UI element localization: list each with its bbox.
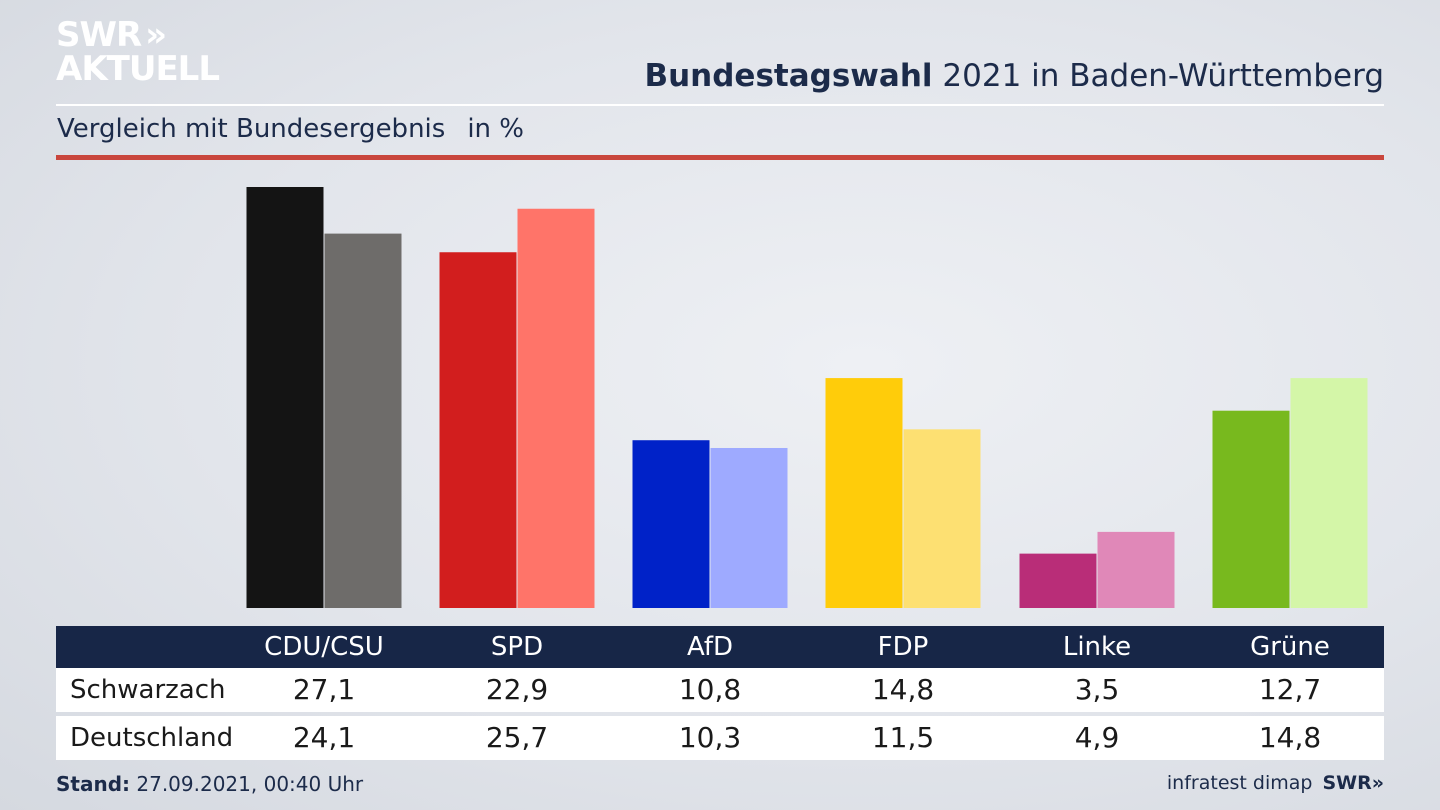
data-label: 14,8 — [871, 673, 935, 706]
chevron-icon: » — [145, 15, 167, 55]
category-label: FDP — [877, 632, 929, 662]
divider-red — [56, 155, 1384, 160]
results-table: CDU/CSU SPD AfD FDP Linke Grüne Schwarzach 27… — [56, 626, 1384, 760]
table-header: CDU/CSU SPD AfD FDP Linke Grüne — [56, 626, 1384, 668]
category-label: SPD — [490, 632, 544, 662]
table-row: Schwarzach 27,1 22,9 10,8 14,8 3,5 12,7 — [56, 668, 1384, 712]
row-label: Schwarzach — [70, 675, 226, 705]
category-label: Linke — [1062, 632, 1132, 662]
table-row: Deutschland 24,1 25,7 10,3 11,5 4,9 14,8 — [56, 716, 1384, 760]
chart-subtitle: Vergleich mit Bundesergebnis in % — [57, 114, 524, 144]
bar-chart — [246, 187, 1368, 608]
bar-afd-deutschland — [710, 447, 788, 608]
title-bold: Bundestagswahl — [644, 58, 933, 94]
subtitle-unit: in % — [467, 114, 524, 144]
bar-fdp-schwarzach — [825, 378, 903, 608]
source-credit: infratest dimap SWR» — [1167, 772, 1384, 794]
bar-afd-schwarzach — [632, 440, 710, 608]
source-text: infratest dimap — [1166, 772, 1313, 794]
stand-label: Stand: — [56, 772, 131, 796]
category-label: Grüne — [1250, 632, 1330, 662]
bar-spd-schwarzach — [439, 252, 517, 608]
bar-cducsu-schwarzach — [246, 187, 324, 608]
logo-line2: AKTUELL — [56, 49, 220, 89]
data-label: 22,9 — [485, 673, 549, 706]
data-label: 14,8 — [1258, 721, 1322, 754]
category-label: AfD — [686, 632, 734, 662]
data-label: 27,1 — [292, 673, 356, 706]
logo-line1: SWR — [56, 15, 142, 55]
data-label: 24,1 — [292, 721, 356, 754]
bar-linke-schwarzach — [1019, 553, 1097, 608]
timestamp: Stand: 27.09.2021, 00:40 Uhr — [56, 772, 363, 796]
data-label: 4,9 — [1074, 721, 1120, 754]
data-label: 25,7 — [485, 721, 549, 754]
data-label: 12,7 — [1258, 673, 1322, 706]
bar-fdp-deutschland — [903, 429, 981, 608]
data-label: 11,5 — [871, 721, 935, 754]
bar-spd-deutschland — [517, 208, 595, 608]
stand-value: 27.09.2021, 00:40 Uhr — [130, 772, 364, 796]
data-label: 3,5 — [1074, 673, 1120, 706]
data-label: 10,8 — [678, 673, 742, 706]
bar-grüne-schwarzach — [1212, 410, 1290, 608]
swr-brand: SWR» — [1322, 772, 1384, 794]
bar-grüne-deutschland — [1290, 378, 1368, 608]
bar-linke-deutschland — [1097, 531, 1175, 608]
data-label: 10,3 — [678, 721, 742, 754]
divider-white — [56, 104, 1384, 106]
row-label: Deutschland — [70, 723, 234, 753]
category-label: CDU/CSU — [264, 632, 384, 662]
page-title: Bundestagswahl 2021 in Baden-Württemberg — [644, 58, 1384, 94]
swr-aktuell-logo: SWR» AKTUELL — [56, 15, 220, 89]
title-rest: 2021 in Baden-Württemberg — [932, 58, 1384, 94]
bar-cducsu-deutschland — [324, 233, 402, 608]
subtitle-text: Vergleich mit Bundesergebnis — [57, 114, 446, 144]
